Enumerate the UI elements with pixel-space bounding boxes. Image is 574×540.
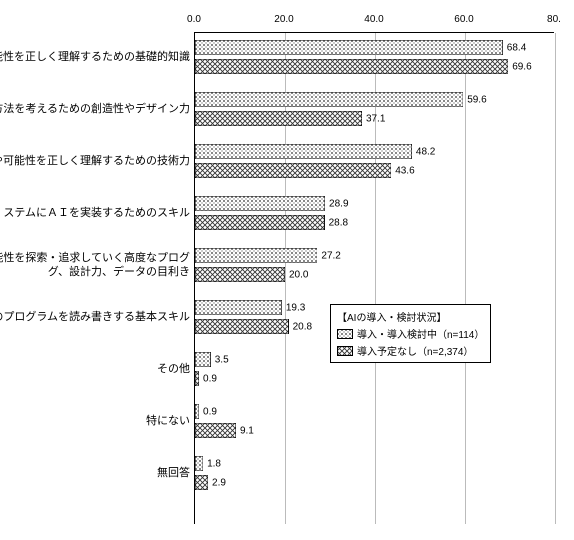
bar-v1 [195,248,317,263]
bar-value-label: 68.4 [507,42,526,53]
bar-value-label: 43.6 [395,165,414,176]
bar-value-label: 2.9 [212,477,226,488]
bar-v2 [195,475,208,490]
bar-v1 [195,300,282,315]
bar-v2 [195,59,508,74]
x-tick-label: 20.0 [274,14,293,25]
category-label: ステムにＡＩを実装するためのスキル [0,206,190,220]
bar-value-label: 27.2 [321,250,340,261]
legend: 【AIの導入・検討状況】 導入・導入検討中（n=114） 導入予定なし（n=2,3… [330,304,491,363]
bar-value-label: 1.8 [207,458,221,469]
x-tick-label: 40.0 [364,14,383,25]
legend-label: 導入・導入検討中（n=114） [357,326,484,341]
bar-v1 [195,196,325,211]
bar-value-label: 37.1 [366,113,385,124]
bar-v1 [195,352,211,367]
bar-v2 [195,267,285,282]
category-label: その他 [0,362,190,376]
bar-value-label: 0.9 [203,373,217,384]
x-tick-label: 0.0 [187,14,201,25]
category-label: のプログラムを読み書きする基本スキル [0,310,190,324]
bar-value-label: 3.5 [215,354,229,365]
bar-value-label: 48.2 [416,146,435,157]
bar-value-label: 69.6 [512,61,531,72]
bar-value-label: 28.9 [329,198,348,209]
bar-value-label: 19.3 [286,302,305,313]
bar-v1 [195,92,463,107]
grouped-horizontal-bar-chart: 0.0 20.0 40.0 60.0 80. 能性を正しく理解するための基礎的知識 68.… [0,0,574,540]
bar-value-label: 20.0 [289,269,308,280]
category-label: 能性を正しく理解するための基礎的知識 [0,50,190,64]
bar-v2 [195,319,289,334]
x-tick-label: 60.0 [454,14,473,25]
legend-swatch [337,329,353,339]
category-label: 方法を考えるための創造性やデザイン力 [0,102,190,116]
category-label: 能性を探索・追求していく高度なプログ グ、設計力、データの目利き [0,251,190,280]
bar-value-label: 59.6 [467,94,486,105]
bar-v1 [195,40,503,55]
bar-v2 [195,215,325,230]
bar-v2 [195,423,236,438]
x-tick-label: 80. [547,14,561,25]
legend-title: 【AIの導入・検討状況】 [337,309,484,324]
legend-item: 導入予定なし（n=2,374） [337,343,484,358]
bar-value-label: 0.9 [203,406,217,417]
legend-label: 導入予定なし（n=2,374） [357,343,473,358]
bar-v1 [195,144,412,159]
bar-v2 [195,371,199,386]
legend-item: 導入・導入検討中（n=114） [337,326,484,341]
bar-value-label: 28.8 [329,217,348,228]
bar-v1 [195,404,199,419]
bar-value-label: 9.1 [240,425,254,436]
category-label: や可能性を正しく理解するための技術力 [0,154,190,168]
category-label: 無回答 [0,466,190,480]
bar-v2 [195,111,362,126]
legend-swatch [337,346,353,356]
bar-v2 [195,163,391,178]
category-label: 特にない [0,414,190,428]
bar-v1 [195,456,203,471]
bar-value-label: 20.8 [293,321,312,332]
